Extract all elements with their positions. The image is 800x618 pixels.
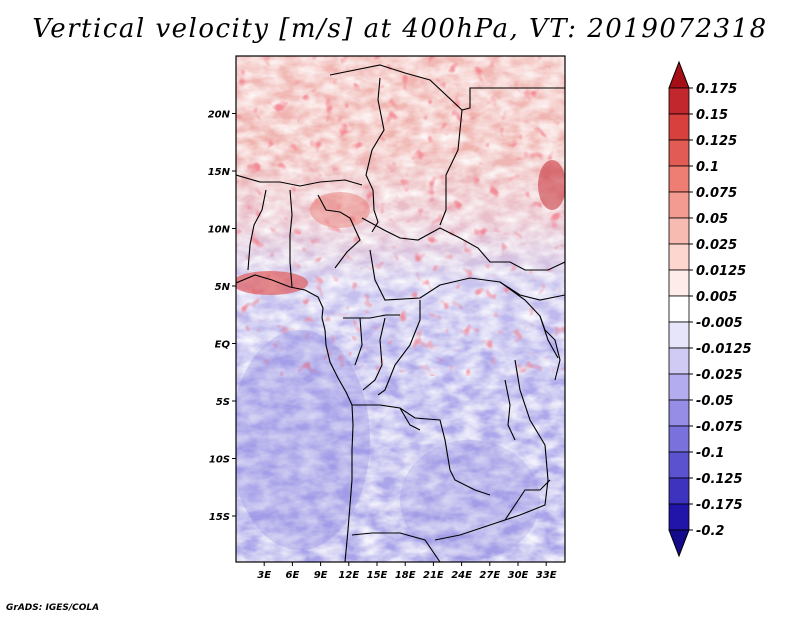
lon-tick-label: 24E — [451, 570, 472, 581]
colorbar-label: -0.1 — [696, 446, 724, 461]
colorbar-box — [668, 503, 690, 531]
colorbar-box — [668, 217, 690, 245]
colorbar-label: 0.15 — [696, 108, 728, 123]
colorbar-label: -0.05 — [696, 394, 733, 409]
lat-tick-label: 20N — [208, 110, 231, 121]
lon-tick-label: 6E — [286, 570, 300, 581]
colorbar: 0.175 0.15 0.125 0.1 0.075 0.05 0.025 0.0125 0.0… — [668, 60, 752, 558]
colorbar-box — [668, 399, 690, 427]
colorbar-box — [668, 243, 690, 271]
colorbar-label: -0.075 — [696, 420, 743, 435]
colorbar-label: -0.005 — [696, 316, 743, 331]
latitude-axis: 20N 15N 10N 5N EQ 5S 10S 15S — [208, 110, 236, 523]
colorbar-label: -0.2 — [696, 524, 724, 539]
lat-tick-label: 5N — [215, 282, 231, 293]
colorbar-label: 0.05 — [696, 212, 728, 227]
lon-tick-label: 15E — [367, 570, 388, 581]
lon-tick-label: 27E — [479, 570, 500, 581]
lon-tick-label: 33E — [536, 570, 557, 581]
longitude-axis: 3E 6E 9E 12E 15E 18E 21E 24E 27E 30E 33E — [257, 562, 557, 581]
colorbar-box — [668, 347, 690, 375]
colorbar-box — [668, 113, 690, 141]
colorbar-box — [668, 425, 690, 453]
footer-credit: GrADS: IGES/COLA — [6, 603, 100, 613]
lat-tick-label: 5S — [216, 397, 230, 408]
lon-tick-label: 3E — [257, 570, 271, 581]
colorbar-label: -0.0125 — [696, 342, 752, 357]
colorbar-box — [668, 373, 690, 401]
colorbar-min-arrow — [668, 529, 690, 558]
colorbar-label: 0.125 — [696, 134, 737, 149]
colorbar-label: 0.175 — [696, 82, 737, 97]
colorbar-box — [668, 191, 690, 219]
velocity-field — [236, 56, 565, 562]
lon-tick-label: 18E — [395, 570, 416, 581]
colorbar-label: 0.0125 — [696, 264, 746, 279]
colorbar-box — [668, 295, 690, 323]
country-borders — [236, 64, 565, 562]
lon-tick-label: 9E — [314, 570, 328, 581]
lat-tick-label: 15S — [209, 512, 230, 523]
lat-tick-label: EQ — [215, 340, 231, 351]
colorbar-label: -0.025 — [696, 368, 743, 383]
lon-tick-label: 21E — [423, 570, 444, 581]
lat-tick-label: 15N — [208, 167, 231, 178]
colorbar-label: 0.1 — [696, 160, 719, 175]
colorbar-box — [668, 477, 690, 505]
colorbar-label: -0.175 — [696, 498, 743, 513]
colorbar-label: -0.125 — [696, 472, 743, 487]
colorbar-box — [668, 269, 690, 297]
colorbar-box — [668, 87, 690, 115]
colorbar-box — [668, 165, 690, 193]
lon-tick-label: 12E — [338, 570, 359, 581]
map-title: Vertical velocity [m/s] at 400hPa, VT: 2… — [32, 14, 768, 44]
lat-tick-label: 10N — [208, 225, 231, 236]
colorbar-label: 0.025 — [696, 238, 737, 253]
colorbar-max-arrow — [668, 60, 690, 89]
lon-tick-label: 30E — [508, 570, 529, 581]
colorbar-label: 0.005 — [696, 290, 737, 305]
lat-tick-label: 10S — [209, 455, 230, 466]
colorbar-box — [668, 139, 690, 167]
colorbar-label: 0.075 — [696, 186, 737, 201]
colorbar-box — [668, 451, 690, 479]
colorbar-box — [668, 321, 690, 349]
map-frame — [235, 55, 566, 563]
